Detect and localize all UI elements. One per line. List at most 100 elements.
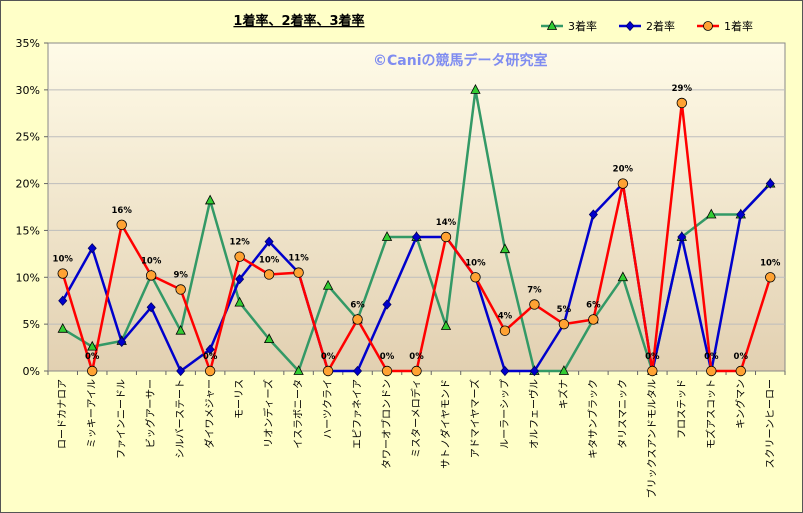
x-tick-label: オルフェーヴル: [527, 379, 540, 449]
x-tick-label: ミスターメロディ: [410, 379, 423, 458]
y-tick-label: 30%: [16, 84, 40, 97]
legend-diamond-icon: [625, 20, 635, 32]
data-point-1着率: [706, 365, 717, 377]
x-tick-label: イスラボニータ: [293, 379, 305, 449]
x-tick-label: ブリックスアンドモルタル: [645, 379, 658, 498]
data-point-3着率: [204, 194, 216, 205]
data-point-1着率: [588, 314, 599, 325]
data-point-2着率: [736, 209, 746, 220]
x-tick-label: モーリス: [235, 379, 246, 419]
data-point-1着率: [87, 365, 98, 377]
data-point-3着率: [175, 324, 186, 335]
data-point-2着率: [146, 302, 156, 313]
y-tick-label: 10%: [16, 271, 40, 284]
data-point-2着率: [529, 365, 539, 377]
data-label: 0%: [380, 352, 395, 362]
data-point-1着率: [765, 272, 776, 283]
data-point-2着率: [382, 299, 392, 310]
x-tick-label: モズアスコット: [704, 379, 717, 449]
data-point-3着率: [381, 231, 393, 241]
data-point-1着率: [293, 267, 304, 278]
data-point-3着率: [293, 365, 304, 375]
data-label: 0%: [85, 352, 100, 362]
data-label: 10%: [760, 258, 781, 268]
data-point-2着率: [264, 236, 274, 247]
data-point-3着率: [558, 365, 570, 375]
data-point-3着率: [440, 320, 452, 330]
legend-label: 2着率: [646, 19, 675, 33]
data-point-1着率: [676, 97, 688, 109]
x-tick-label: ファインニードル: [117, 379, 128, 459]
data-point-3着率: [234, 296, 245, 307]
data-point-2着率: [58, 295, 68, 306]
legend: 3着率 2着率 1着率: [541, 19, 753, 33]
data-point-1着率: [647, 365, 658, 377]
data-label: 0%: [409, 352, 424, 362]
data-point-2着率: [117, 336, 127, 348]
data-point-3着率: [470, 84, 481, 94]
data-label: 10%: [53, 255, 74, 265]
y-tick-label: 35%: [16, 37, 40, 50]
data-label: 16%: [112, 206, 133, 216]
y-axis: 0% 5% 10% 15% 20% 25% 30% 35%: [16, 37, 48, 378]
x-tick-label: ルーラーシップ: [499, 379, 511, 449]
x-tick-label: シルバーステート: [175, 379, 187, 459]
x-tick-label: タワーオブロンドン: [380, 379, 393, 469]
series-markers: [57, 84, 776, 377]
x-axis: ロードカナロア ミッキーアイル ファインニードル ビッグアーサー シルバーステート ダイワ…: [47, 371, 786, 498]
data-point-1着率: [470, 272, 481, 283]
data-point-2着率: [353, 365, 363, 377]
x-tick-label: スクリーンヒーロー: [764, 379, 776, 469]
data-point-3着率: [617, 271, 629, 282]
x-tick-label: キングマン: [734, 379, 747, 429]
data-label: 0%: [734, 352, 749, 362]
data-label: 9%: [173, 270, 188, 280]
y-tick-label: 25%: [16, 131, 40, 144]
y-tick-label: 20%: [16, 178, 40, 191]
data-label: 0%: [645, 352, 660, 362]
legend-label: 3着率: [568, 19, 597, 33]
x-tick-label: キタサンブラック: [586, 379, 599, 459]
data-point-2着率: [765, 178, 775, 189]
legend-label: 1着率: [724, 19, 753, 33]
x-tick-label: エピファネイア: [352, 379, 364, 449]
data-label: 10%: [465, 258, 486, 268]
data-point-2着率: [205, 344, 215, 355]
x-tick-label: アドマイヤマーズ: [468, 379, 481, 458]
x-tick-label: フロステッド: [677, 379, 688, 439]
data-point-1着率: [352, 314, 363, 325]
data-point-1着率: [617, 178, 629, 189]
data-label: 20%: [613, 165, 634, 175]
data-label: 6%: [586, 300, 601, 310]
y-tick-label: 0%: [23, 365, 40, 378]
data-point-1着率: [145, 270, 157, 281]
data-point-1着率: [116, 219, 127, 231]
data-label: 0%: [203, 352, 218, 362]
data-point-3着率: [706, 208, 717, 219]
data-label: 5%: [557, 305, 572, 315]
x-tick-label: サトノダイヤモンド: [439, 379, 452, 469]
x-tick-label: リオンディーズ: [262, 379, 275, 448]
data-label: 0%: [704, 352, 719, 362]
data-point-1着率: [735, 365, 746, 377]
data-point-1着率: [263, 269, 275, 280]
legend-circle-icon: [703, 21, 713, 31]
data-point-1着率: [499, 325, 511, 336]
plot-area: [47, 42, 786, 372]
data-point-1着率: [440, 231, 452, 243]
data-point-1着率: [381, 365, 393, 377]
x-tick-label: ミッキーアイル: [87, 379, 98, 448]
data-point-2着率: [176, 365, 186, 377]
x-tick-label: ロードカナロア: [57, 379, 69, 449]
data-point-3着率: [263, 333, 275, 344]
data-point-1着率: [204, 365, 216, 377]
data-point-3着率: [87, 340, 98, 351]
data-point-1着率: [411, 365, 422, 377]
data-label: 10%: [259, 255, 280, 265]
data-point-2着率: [87, 243, 97, 254]
data-label: 29%: [672, 84, 693, 94]
data-point-1着率: [322, 365, 334, 377]
data-label: 0%: [321, 352, 336, 362]
